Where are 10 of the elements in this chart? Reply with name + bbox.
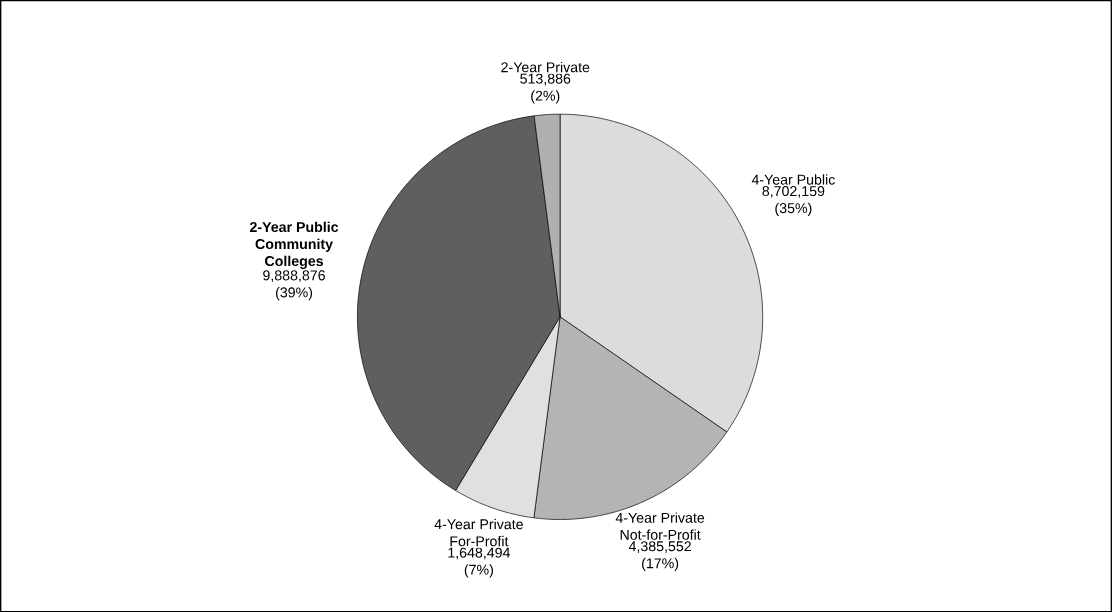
data-label: 9,888,876 (39%) [263, 270, 325, 300]
data-label: 8,702,159 (35%) [762, 185, 825, 216]
slice-label: 4-Year Private Not-for-Profit [615, 512, 705, 540]
data-label: 4,385,552 (17%) [628, 541, 691, 571]
slice-label: 4-Year Private For-Profit [434, 518, 523, 547]
slice-label: 2-Year Private [501, 61, 590, 73]
slice-label: 4-Year Public [751, 174, 835, 185]
slice-label: 2-Year Public Community Colleges [249, 221, 339, 269]
data-label: 1,648,494 (7%) [448, 547, 511, 578]
data-label: 513,886 (2%) [520, 73, 571, 104]
